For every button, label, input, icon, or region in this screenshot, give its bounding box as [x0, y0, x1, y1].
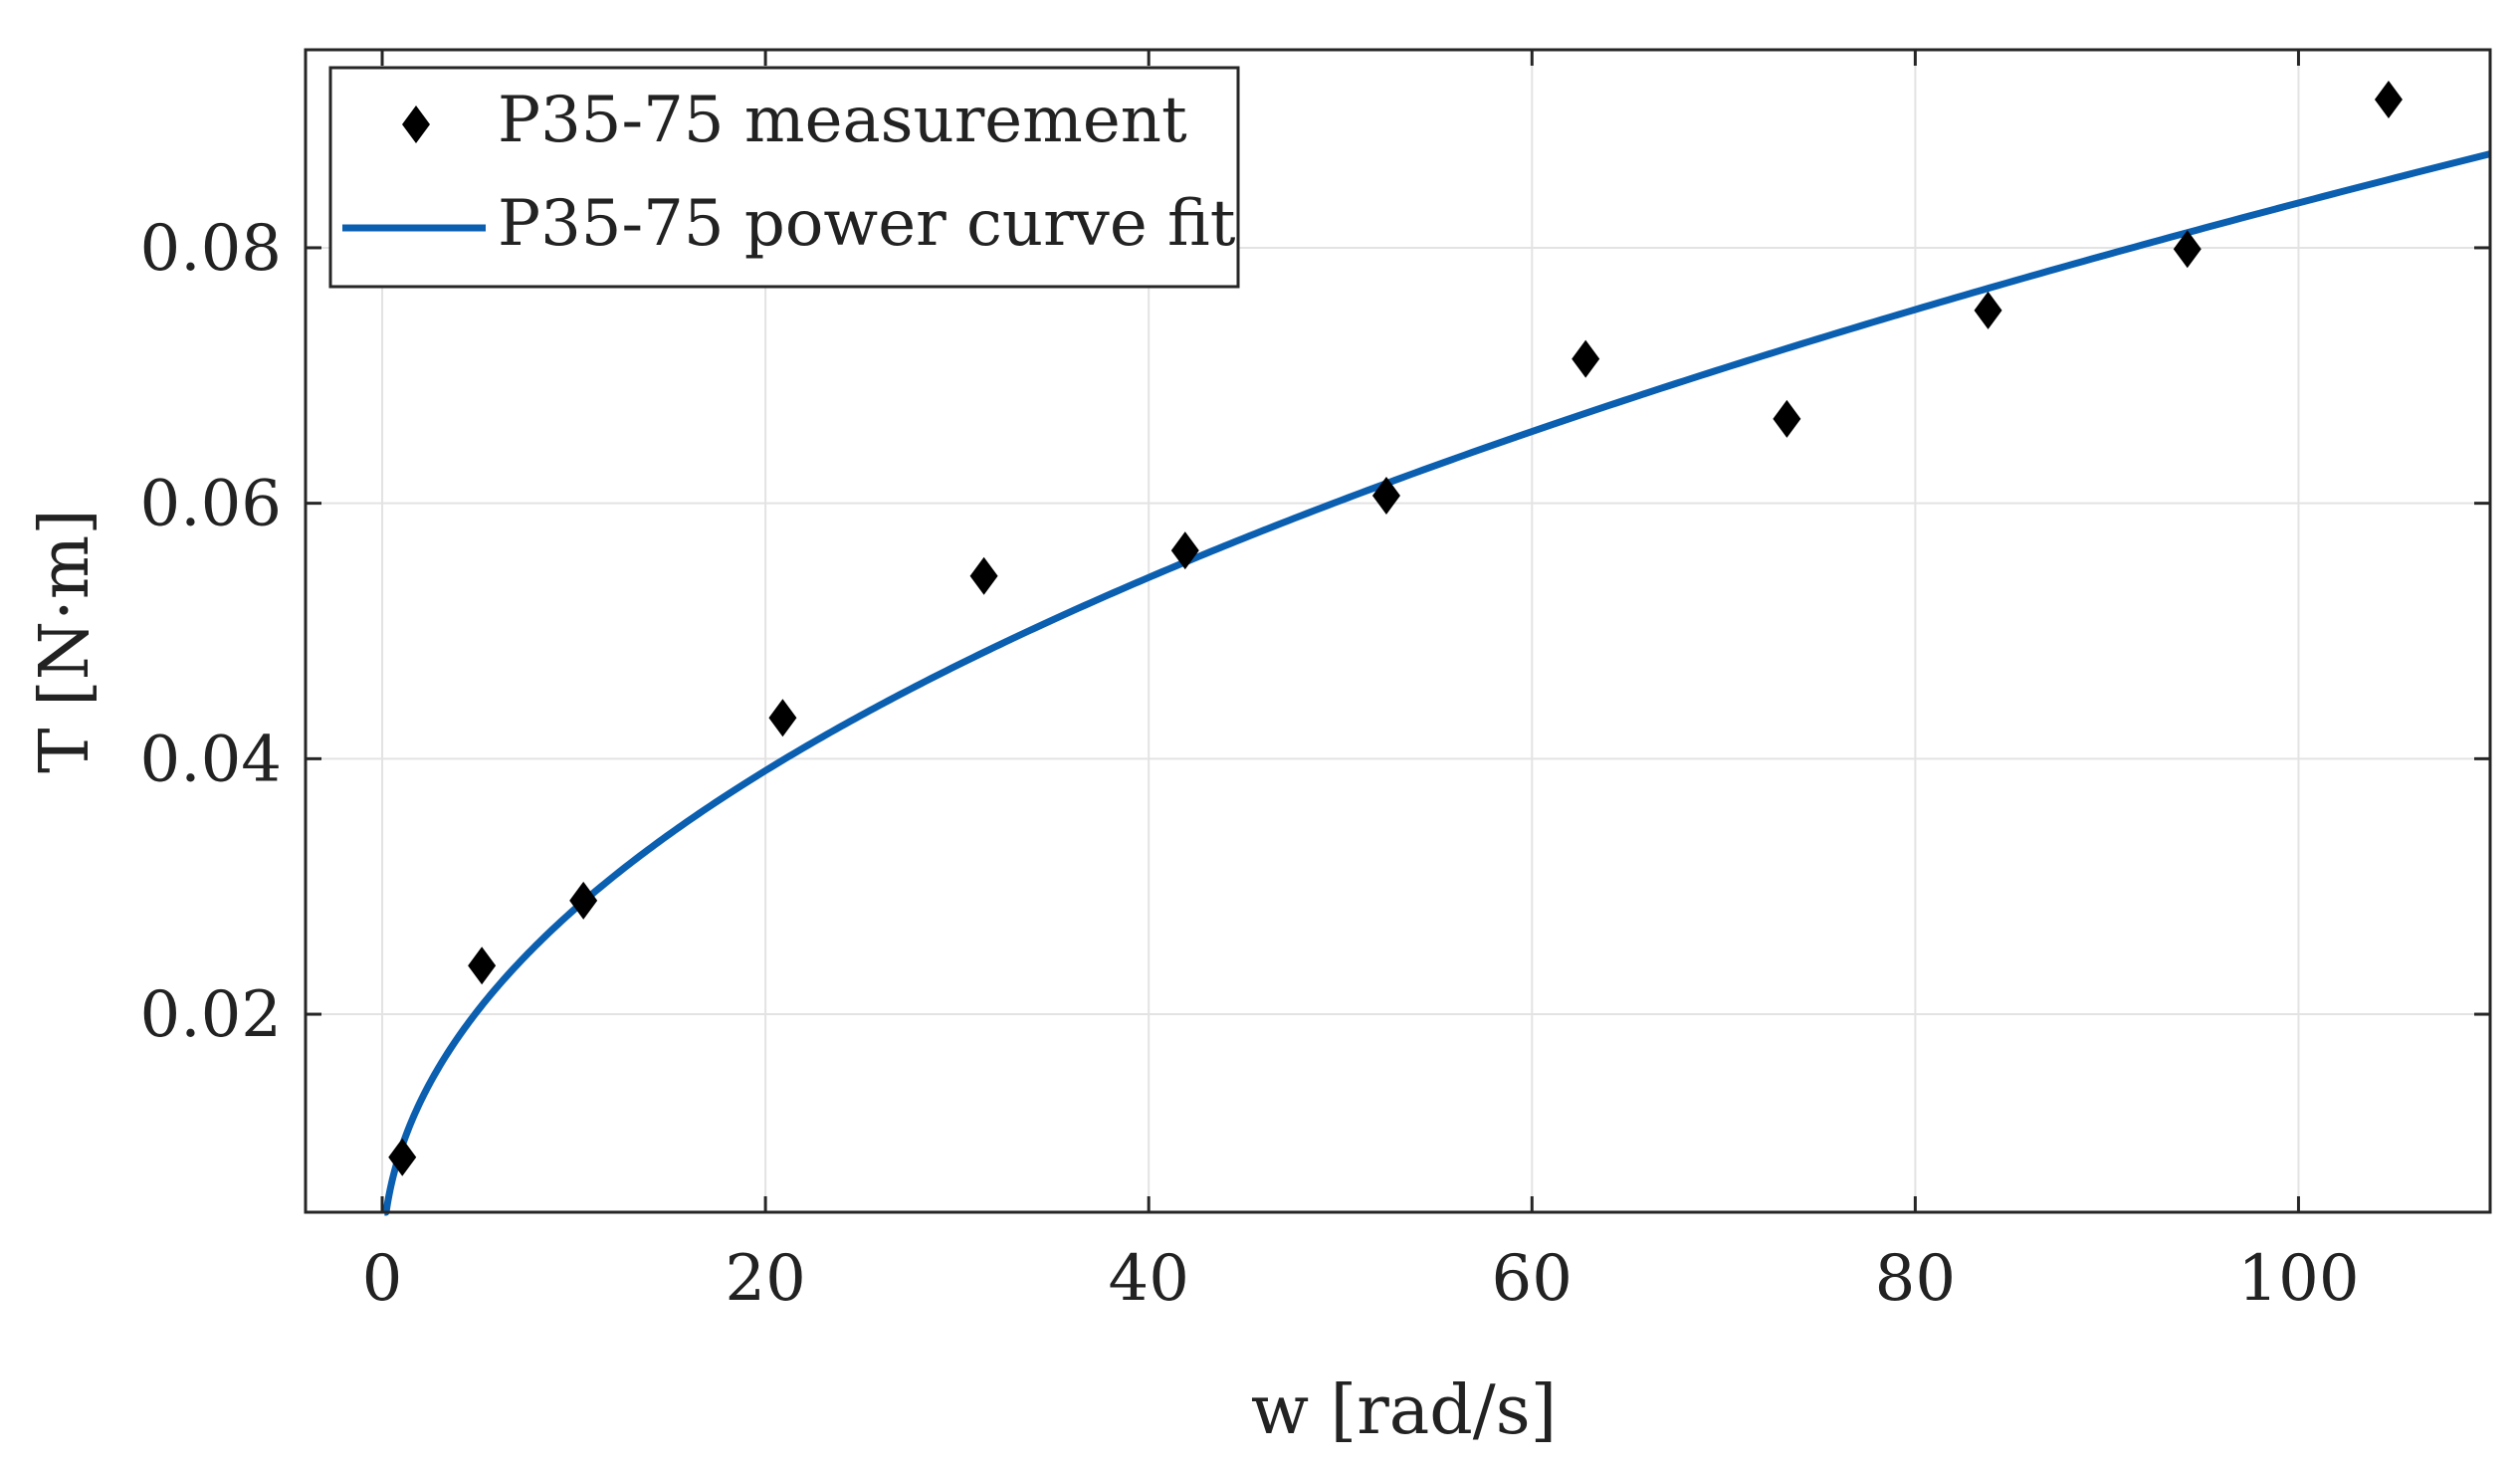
- measurement-point: [768, 699, 797, 737]
- measurement-point: [1773, 399, 1801, 438]
- x-tick-label: 20: [725, 1242, 805, 1316]
- measurement-point: [2374, 81, 2403, 119]
- measurement-point: [2173, 230, 2202, 269]
- axes-layer: [304, 48, 2492, 1214]
- points-layer: [388, 81, 2403, 1176]
- y-tick-label: 0.04: [140, 723, 283, 796]
- fit-curve-line: [380, 150, 2491, 1216]
- x-tick-label: 0: [362, 1242, 403, 1316]
- measurement-point: [969, 556, 998, 595]
- x-tick-label: 40: [1108, 1242, 1188, 1316]
- y-tick-label: 0.02: [140, 978, 283, 1052]
- legend-box: [328, 66, 1240, 289]
- measurement-point: [1572, 339, 1600, 378]
- x-tick-label: 60: [1492, 1242, 1573, 1316]
- x-axis-label: w [rad/s]: [1251, 1371, 1557, 1450]
- legend-measurement-label: P35-75 measurement: [498, 84, 1187, 157]
- labels-layer: 0 20 40 60 80 100 0.02 0.04 0.06 0.08 w [rad/s] T […: [26, 212, 2360, 1450]
- y-tick-label: 0.08: [140, 212, 283, 286]
- y-axis-label: T [N·m]: [26, 509, 105, 773]
- measurement-point: [1974, 291, 2002, 329]
- y-tick-label: 0.06: [140, 468, 283, 541]
- measurement-point: [1170, 531, 1199, 570]
- measurement-point: [1371, 476, 1400, 515]
- x-tick-label: 100: [2237, 1242, 2359, 1316]
- measurement-point: [569, 881, 598, 920]
- plot-frame: [304, 48, 2492, 1214]
- curve-layer: [380, 150, 2491, 1216]
- legend-measurement-marker: [402, 105, 430, 143]
- measurement-point: [388, 1138, 417, 1176]
- x-tick-label: 80: [1875, 1242, 1956, 1316]
- legend-fit-label: P35-75 power curve fit: [498, 187, 1236, 261]
- measurement-point: [468, 946, 497, 985]
- legend-layer[interactable]: P35-75 measurement P35-75 power curve fit: [328, 66, 1240, 289]
